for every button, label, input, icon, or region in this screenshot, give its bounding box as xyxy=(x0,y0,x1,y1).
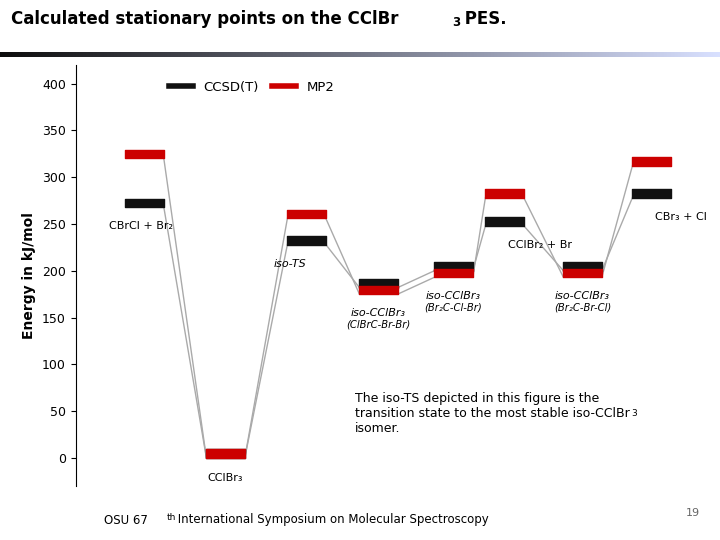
Text: 3: 3 xyxy=(452,16,460,29)
Text: PES.: PES. xyxy=(459,10,507,28)
Text: CBrCl + Br₂: CBrCl + Br₂ xyxy=(109,221,173,231)
Text: International Symposium on Molecular Spectroscopy: International Symposium on Molecular Spe… xyxy=(174,514,489,526)
Text: th: th xyxy=(167,512,176,522)
Text: 3: 3 xyxy=(631,409,637,418)
Text: CClBr₃: CClBr₃ xyxy=(208,473,243,483)
Text: CClBr₂ + Br: CClBr₂ + Br xyxy=(508,240,572,250)
Text: (ClBrC-Br-Br): (ClBrC-Br-Br) xyxy=(346,319,410,329)
Text: iso-CClBr₃: iso-CClBr₃ xyxy=(555,291,610,301)
Text: iso-CClBr₃: iso-CClBr₃ xyxy=(426,291,481,301)
Text: 19: 19 xyxy=(685,508,700,518)
Legend: CCSD(T), MP2: CCSD(T), MP2 xyxy=(164,76,340,99)
Text: The iso-TS depicted in this figure is the: The iso-TS depicted in this figure is th… xyxy=(355,393,599,406)
Text: Calculated stationary points on the CClBr: Calculated stationary points on the CClB… xyxy=(11,10,398,28)
Text: iso-CClBr₃: iso-CClBr₃ xyxy=(351,308,406,318)
Text: CBr₃ + Cl: CBr₃ + Cl xyxy=(654,212,706,222)
Text: transition state to the most stable iso-CClBr: transition state to the most stable iso-… xyxy=(355,407,629,420)
Y-axis label: Energy in kJ/mol: Energy in kJ/mol xyxy=(22,212,37,339)
Text: (Br₂C-Br-Cl): (Br₂C-Br-Cl) xyxy=(554,302,611,313)
Text: isomer.: isomer. xyxy=(355,422,400,435)
Text: OSU 67: OSU 67 xyxy=(104,514,148,526)
Text: iso-TS: iso-TS xyxy=(274,260,306,269)
Text: (Br₂C-Cl-Br): (Br₂C-Cl-Br) xyxy=(425,302,482,313)
